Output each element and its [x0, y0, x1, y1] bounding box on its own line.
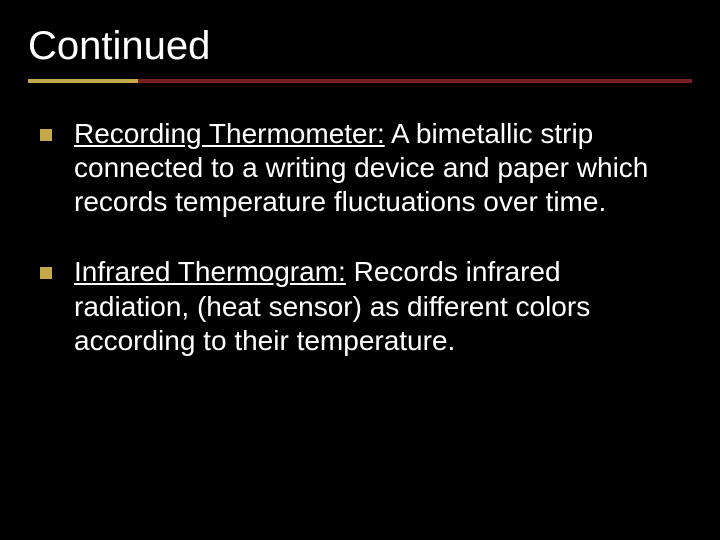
bullet-list: Recording Thermometer: A bimetallic stri…	[28, 117, 692, 358]
slide: Continued Recording Thermometer: A bimet…	[0, 0, 720, 540]
bullet-text: Recording Thermometer: A bimetallic stri…	[74, 117, 674, 219]
slide-title: Continued	[28, 24, 692, 69]
term: Recording Thermometer:	[74, 118, 385, 149]
bullet-square-icon	[40, 129, 52, 141]
bullet-square-icon	[40, 267, 52, 279]
list-item: Infrared Thermogram: Records infrared ra…	[40, 255, 692, 357]
title-divider	[28, 79, 692, 83]
bullet-text: Infrared Thermogram: Records infrared ra…	[74, 255, 674, 357]
list-item: Recording Thermometer: A bimetallic stri…	[40, 117, 692, 219]
term: Infrared Thermogram:	[74, 256, 346, 287]
